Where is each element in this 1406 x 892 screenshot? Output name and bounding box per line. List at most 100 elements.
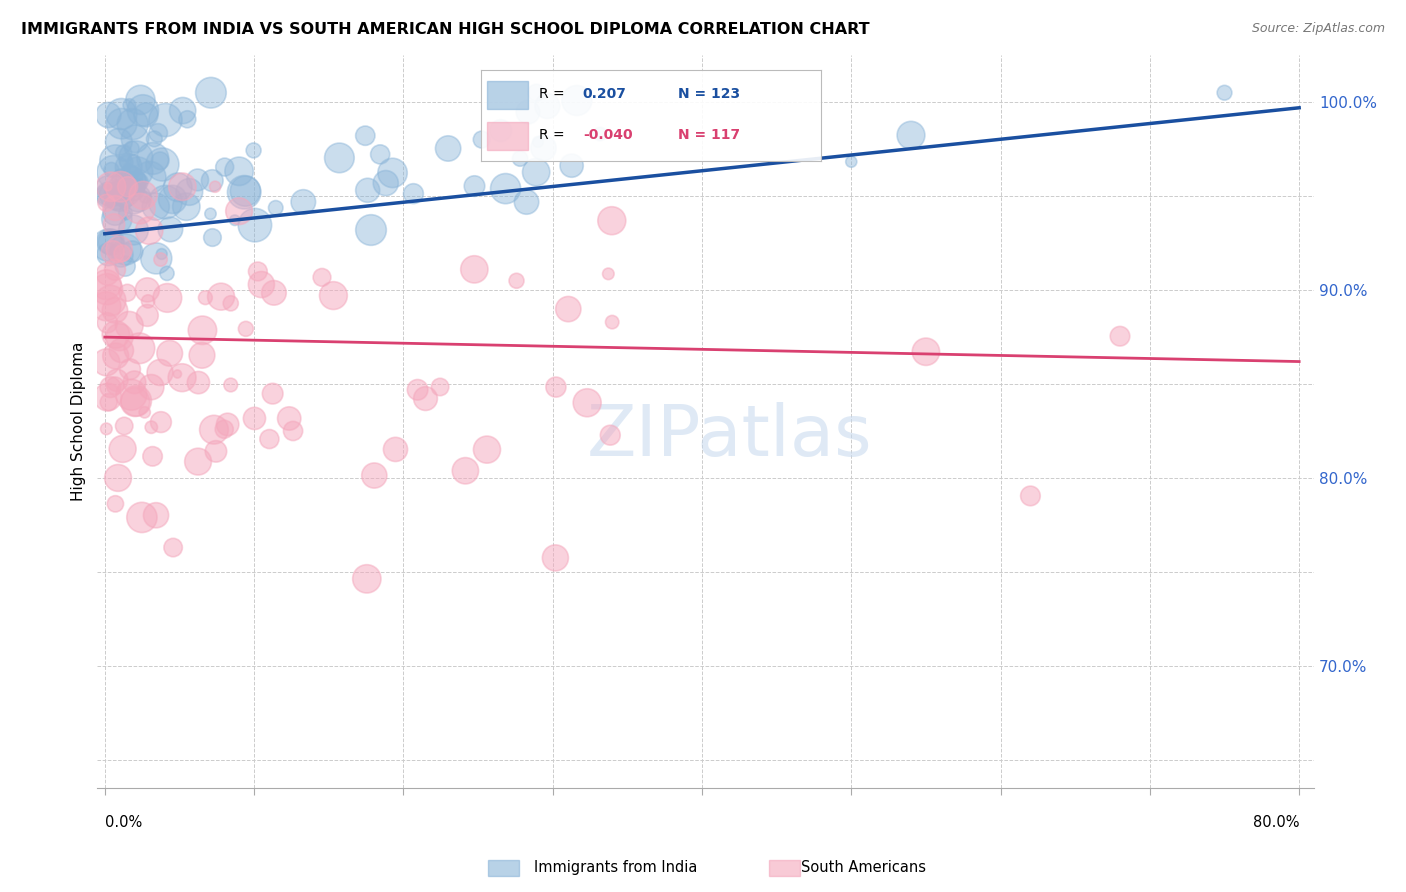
Point bbox=[97, 180, 120, 194]
Point bbox=[176, 112, 198, 127]
Point bbox=[489, 123, 512, 137]
Point bbox=[187, 173, 209, 187]
Point bbox=[117, 179, 139, 194]
Point bbox=[561, 159, 583, 173]
Point bbox=[118, 160, 141, 174]
Point bbox=[429, 380, 451, 394]
Point bbox=[96, 267, 118, 281]
Point bbox=[138, 224, 160, 238]
Point bbox=[212, 422, 235, 436]
Text: 0.0%: 0.0% bbox=[105, 814, 142, 830]
Text: Source: ZipAtlas.com: Source: ZipAtlas.com bbox=[1251, 22, 1385, 36]
Point bbox=[132, 188, 155, 202]
Point bbox=[524, 86, 547, 100]
Point bbox=[104, 153, 127, 168]
Point bbox=[110, 248, 132, 262]
Point bbox=[142, 450, 165, 464]
Point bbox=[576, 396, 599, 410]
Point bbox=[250, 277, 273, 292]
Point bbox=[1109, 329, 1132, 343]
Point bbox=[201, 230, 224, 244]
Point bbox=[97, 179, 120, 194]
Point bbox=[131, 510, 153, 524]
Point bbox=[125, 151, 148, 165]
Point bbox=[125, 175, 148, 189]
Point bbox=[105, 373, 128, 387]
Point bbox=[97, 238, 120, 252]
Point bbox=[839, 154, 862, 169]
Point bbox=[96, 299, 118, 313]
Point bbox=[204, 179, 226, 194]
Point bbox=[112, 146, 135, 161]
Point bbox=[155, 195, 177, 210]
Point bbox=[243, 218, 266, 232]
Point bbox=[384, 442, 406, 457]
Point bbox=[145, 508, 167, 523]
Point bbox=[97, 189, 120, 203]
Point bbox=[357, 183, 380, 197]
Point bbox=[111, 184, 134, 198]
Point bbox=[475, 442, 498, 457]
Point bbox=[172, 179, 194, 194]
Point bbox=[104, 201, 127, 215]
Point bbox=[536, 99, 558, 113]
Point bbox=[135, 108, 157, 122]
Point bbox=[136, 294, 159, 309]
Point bbox=[96, 195, 118, 210]
Point bbox=[187, 454, 209, 468]
Point bbox=[915, 344, 938, 359]
Point bbox=[228, 164, 250, 178]
Point bbox=[162, 541, 184, 555]
Point bbox=[118, 362, 141, 376]
Point bbox=[463, 262, 485, 277]
Point bbox=[96, 316, 118, 330]
Point bbox=[354, 128, 377, 143]
Point bbox=[108, 186, 131, 200]
Point bbox=[172, 103, 194, 118]
Point bbox=[495, 181, 517, 195]
Text: South Americans: South Americans bbox=[801, 860, 927, 874]
Point bbox=[235, 322, 257, 336]
Point bbox=[363, 468, 385, 483]
Point bbox=[118, 98, 141, 112]
Point bbox=[515, 194, 537, 209]
Point bbox=[598, 267, 620, 281]
Point bbox=[246, 264, 269, 278]
Point bbox=[104, 378, 127, 392]
Point bbox=[118, 318, 141, 333]
Point bbox=[141, 420, 163, 434]
Point bbox=[233, 186, 256, 200]
Point bbox=[115, 155, 138, 169]
Point bbox=[122, 192, 145, 206]
Point bbox=[155, 113, 177, 128]
Point bbox=[149, 252, 172, 267]
Point bbox=[179, 185, 201, 199]
Point bbox=[264, 201, 287, 215]
Text: IMMIGRANTS FROM INDIA VS SOUTH AMERICAN HIGH SCHOOL DIPLOMA CORRELATION CHART: IMMIGRANTS FROM INDIA VS SOUTH AMERICAN … bbox=[21, 22, 870, 37]
Point bbox=[110, 171, 132, 186]
Point bbox=[101, 245, 124, 260]
Point bbox=[150, 247, 173, 261]
Point bbox=[114, 206, 136, 220]
Point bbox=[112, 419, 135, 434]
Point bbox=[156, 266, 179, 280]
Point bbox=[124, 184, 146, 198]
Point bbox=[162, 193, 184, 207]
Point bbox=[105, 212, 128, 227]
Point bbox=[533, 141, 555, 155]
Point bbox=[589, 127, 612, 141]
Point bbox=[202, 423, 225, 437]
Point bbox=[98, 380, 121, 394]
Point bbox=[122, 153, 145, 168]
Point bbox=[114, 259, 136, 273]
Point bbox=[166, 367, 188, 381]
Point bbox=[259, 432, 281, 446]
Point bbox=[110, 343, 132, 358]
Point bbox=[100, 187, 122, 202]
Point bbox=[120, 388, 142, 402]
Point bbox=[100, 162, 122, 177]
Point bbox=[209, 290, 232, 304]
Point bbox=[122, 223, 145, 237]
Point bbox=[235, 184, 257, 198]
Point bbox=[156, 291, 179, 305]
